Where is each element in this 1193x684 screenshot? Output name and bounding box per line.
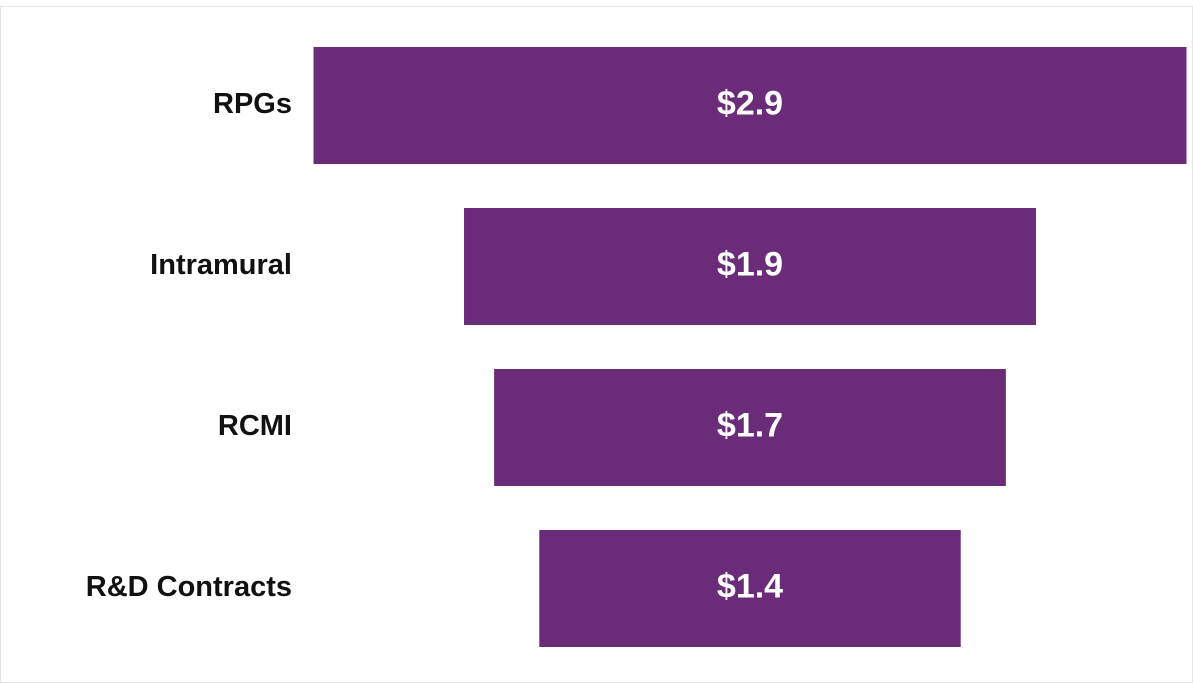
- bar: [313, 47, 1187, 164]
- bar: [494, 369, 1006, 486]
- category-label: Intramural: [150, 249, 292, 281]
- category-label: RCMI: [218, 410, 292, 442]
- bar: [464, 208, 1036, 325]
- category-label: R&D Contracts: [86, 571, 292, 603]
- bar: [539, 530, 961, 647]
- value-label: $2.9: [717, 84, 783, 122]
- value-label: $1.4: [717, 567, 783, 605]
- category-label: RPGs: [213, 88, 292, 120]
- value-label: $1.7: [717, 406, 783, 444]
- value-label: $1.9: [717, 245, 783, 283]
